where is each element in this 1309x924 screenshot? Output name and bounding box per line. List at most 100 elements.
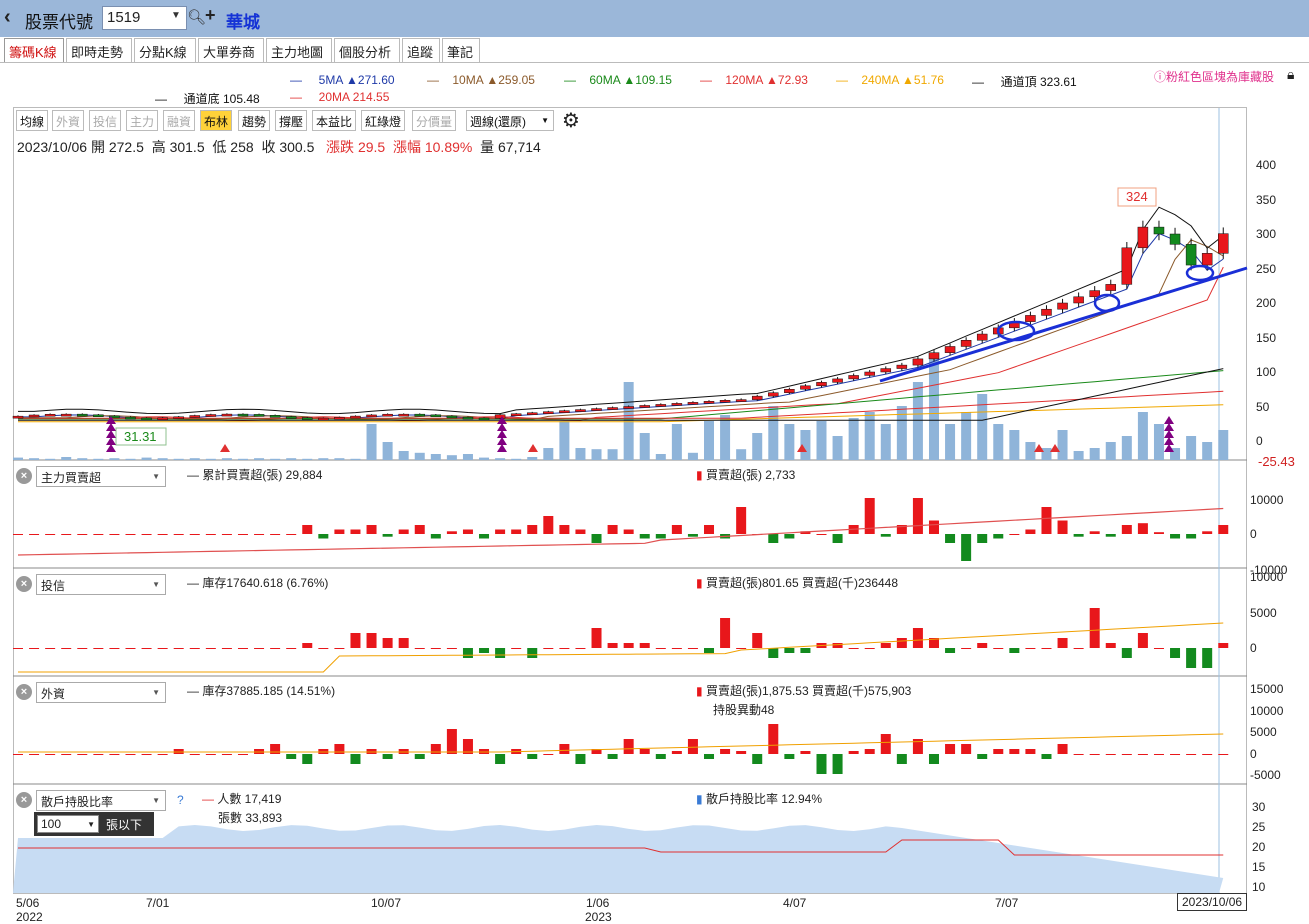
trust-bar <box>1202 648 1213 668</box>
signal-triangle <box>1050 444 1060 452</box>
btn-margin[interactable]: 融資 <box>163 110 196 131</box>
btn-ma[interactable]: 均線 <box>16 110 49 131</box>
gear-icon[interactable]: ⚙︎ <box>562 110 580 132</box>
trust-bar <box>607 643 618 648</box>
btn-foreign[interactable]: 外資 <box>52 110 85 131</box>
candle-body <box>784 389 795 393</box>
volume-bar <box>623 382 634 460</box>
main-force-bar <box>800 531 811 534</box>
main-force-bar <box>93 534 104 535</box>
candle-body <box>478 417 490 421</box>
btn-support[interactable]: 撐壓 <box>275 110 308 131</box>
tab-big-broker[interactable]: 大單券商 <box>198 38 264 62</box>
close-icon[interactable]: × <box>16 468 32 484</box>
main-force-bar <box>109 534 120 535</box>
tab-realtime[interactable]: 即時走勢 <box>66 38 132 62</box>
btn-trend[interactable]: 趨勢 <box>238 110 271 131</box>
tab-main-map[interactable]: 主力地圖 <box>266 38 332 62</box>
volume-bar <box>896 406 907 460</box>
main-force-bar <box>880 534 891 537</box>
btn-bollinger[interactable]: 布林 <box>200 110 233 131</box>
lock-icon[interactable]: 🔒︎ <box>1287 66 1295 82</box>
foreign-bar <box>495 754 506 764</box>
close-icon[interactable]: × <box>16 792 32 808</box>
foreign-bar <box>1025 749 1036 754</box>
candle-body <box>1105 284 1117 291</box>
trust-bar <box>125 648 136 649</box>
foreign-bar <box>896 754 907 764</box>
chevron-down-icon[interactable]: ▼ <box>171 10 181 21</box>
candle-body <box>864 371 875 376</box>
foreign-bar <box>1041 754 1052 759</box>
btn-pe[interactable]: 本益比 <box>312 110 357 131</box>
x-current-date: 2023/10/06 <box>1177 893 1248 911</box>
foreign-bar <box>639 749 650 754</box>
candle-body <box>703 401 715 404</box>
trust-bar <box>45 648 56 649</box>
panel-select-retail[interactable]: 散戶持股比率 ▼ <box>36 790 166 811</box>
trust-bar <box>1057 638 1068 648</box>
add-icon[interactable]: + <box>205 5 216 25</box>
back-icon[interactable]: ‹ <box>4 6 11 28</box>
foreign-bar <box>205 754 216 755</box>
panel-select-main-force[interactable]: 主力買賣超 ▼ <box>36 466 166 487</box>
legend-chan-bottom: — 通道底 105.48 <box>155 92 260 106</box>
stock-name: 華城 <box>226 13 260 32</box>
tab-branch-kline[interactable]: 分點K線 <box>134 38 196 62</box>
period-select[interactable]: 週線(還原) ▼ <box>466 110 554 131</box>
trust-bar <box>286 648 297 649</box>
btn-price-volume[interactable]: 分價量 <box>412 110 457 131</box>
volume-bar <box>1202 442 1213 460</box>
volume-bar <box>1186 436 1197 460</box>
retail-threshold-box: 100 ▼ 張以下 <box>34 812 154 836</box>
volume-bar <box>1041 448 1052 460</box>
volume-bar <box>977 394 988 460</box>
candle-body <box>285 416 297 419</box>
main-force-bar <box>623 529 634 534</box>
foreign-bar <box>45 754 56 755</box>
price-axis-label: 0 <box>1256 434 1263 448</box>
volume-bar <box>928 358 939 460</box>
trust-bar <box>720 618 731 648</box>
trust-bar <box>1041 648 1052 649</box>
candle-body <box>848 375 859 380</box>
stock-code-input[interactable]: 1519 <box>102 6 187 30</box>
help-icon[interactable]: ? <box>177 793 184 807</box>
volume-bar <box>1009 430 1020 460</box>
candle-body <box>976 333 988 341</box>
high-label-box <box>1117 187 1157 207</box>
trust-bar <box>945 648 956 653</box>
tab-chip-kline[interactable]: 籌碼K線 <box>4 38 64 62</box>
foreign-bar <box>687 739 698 754</box>
volume-bar <box>607 449 618 460</box>
foreign-bar <box>961 744 972 754</box>
low-label-box <box>115 427 167 446</box>
main-force-net: ▮ 買賣超(張) 2,733 <box>696 468 796 482</box>
foreign-bar <box>125 754 136 755</box>
retail-threshold-select[interactable]: 100 ▼ <box>37 815 99 833</box>
x-label: 1/06 <box>586 896 610 910</box>
main-force-bar <box>157 534 168 535</box>
foreign-bar <box>704 754 715 759</box>
volume-bar <box>1089 448 1100 460</box>
btn-traffic-light[interactable]: 紅綠燈 <box>361 110 406 131</box>
tab-stock-analysis[interactable]: 個股分析 <box>334 38 400 62</box>
tab-track[interactable]: 追蹤 <box>402 38 440 62</box>
btn-main[interactable]: 主力 <box>126 110 159 131</box>
main-force-bar <box>221 534 232 535</box>
main-force-bar <box>1218 525 1229 534</box>
close-icon[interactable]: × <box>16 576 32 592</box>
search-icon[interactable]: 🔍︎ <box>187 9 207 26</box>
ma60-line <box>18 370 1224 420</box>
volume-bar <box>1153 424 1164 460</box>
panel-axis-label: 25 <box>1252 820 1266 834</box>
panel-select-trust[interactable]: 投信 ▼ <box>36 574 166 595</box>
tab-notes[interactable]: 筆記 <box>442 38 480 62</box>
panel-select-foreign[interactable]: 外資 ▼ <box>36 682 166 703</box>
trust-bar <box>446 648 457 649</box>
trust-bar <box>366 633 377 648</box>
trust-bar <box>205 648 216 649</box>
btn-trust[interactable]: 投信 <box>89 110 122 131</box>
close-icon[interactable]: × <box>16 684 32 700</box>
